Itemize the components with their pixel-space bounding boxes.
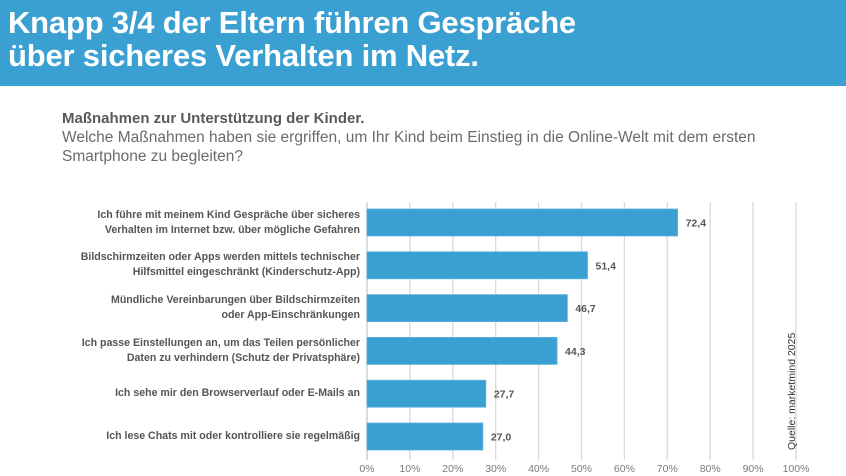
bar (366, 251, 588, 280)
category-label-line: Verhalten im Internet bzw. über mögliche… (104, 223, 360, 236)
survey-question: Welche Maßnahmen haben sie ergriffen, um… (62, 128, 802, 166)
x-tick-label: 30% (485, 463, 506, 475)
data-label: 44,3 (565, 346, 586, 358)
data-label: 27,7 (494, 389, 515, 401)
category-label: Ich lese Chats mit oder kontrolliere sie… (40, 429, 360, 444)
page-title-line-2: über sicheres Verhalten im Netz. (8, 38, 479, 73)
category-label-line: Bildschirmzeiten oder Apps werden mittel… (80, 251, 360, 264)
category-label-line: Ich führe mit meinem Kind Gespräche über… (97, 208, 360, 221)
category-label: Bildschirmzeiten oder Apps werden mittel… (40, 250, 360, 280)
category-label: Ich passe Einstellungen an, um das Teile… (40, 336, 360, 366)
x-tick-label: 20% (442, 463, 463, 475)
x-tick-label: 100% (783, 463, 810, 475)
header-band: Knapp 3/4 der Eltern führen Gespräche üb… (0, 0, 846, 86)
x-tick-label: 40% (528, 463, 549, 475)
page-title: Knapp 3/4 der Eltern führen Gespräche üb… (8, 6, 576, 72)
page-title-line-1: Knapp 3/4 der Eltern führen Gespräche (8, 5, 576, 40)
source-note: Quelle: marketmind 2025 (786, 332, 798, 450)
bar (366, 422, 484, 451)
data-label: 51,4 (596, 260, 617, 272)
chart-title: Maßnahmen zur Unterstützung der Kinder. (62, 110, 365, 127)
data-label: 72,4 (686, 218, 707, 230)
category-label-line: Mündliche Vereinbarungen über Bildschirm… (111, 294, 360, 307)
x-tick-label: 50% (571, 463, 592, 475)
survey-question-line-2: Smartphone zu begleiten? (62, 148, 243, 165)
x-tick-label: 60% (614, 463, 635, 475)
category-label-line: oder App-Einschränkungen (221, 309, 360, 322)
bar (366, 336, 558, 365)
category-label-line: Ich lese Chats mit oder kontrolliere sie… (106, 430, 360, 442)
category-label-line: Hilfsmittel eingeschränkt (Kinderschutz-… (132, 266, 360, 279)
bar (366, 294, 568, 323)
data-label: 27,0 (491, 432, 512, 444)
category-label-line: Daten zu verhindern (Schutz der Privatsp… (126, 351, 360, 364)
category-label-line: Ich passe Einstellungen an, um das Teile… (81, 336, 360, 349)
x-tick-label: 0% (359, 463, 374, 475)
x-tick-label: 70% (657, 463, 678, 475)
bar (366, 208, 678, 237)
category-label: Ich führe mit meinem Kind Gespräche über… (40, 208, 360, 238)
x-tick-label: 10% (399, 463, 420, 475)
x-tick-label: 80% (700, 463, 721, 475)
category-label: Mündliche Vereinbarungen über Bildschirm… (40, 293, 360, 323)
bar (366, 379, 487, 408)
data-label: 46,7 (575, 303, 596, 315)
x-tick-label: 90% (743, 463, 764, 475)
category-label: Ich sehe mir den Browserverlauf oder E-M… (40, 386, 360, 401)
category-label-line: Ich sehe mir den Browserverlauf oder E-M… (115, 387, 360, 400)
survey-question-line-1: Welche Maßnahmen haben sie ergriffen, um… (62, 129, 756, 146)
